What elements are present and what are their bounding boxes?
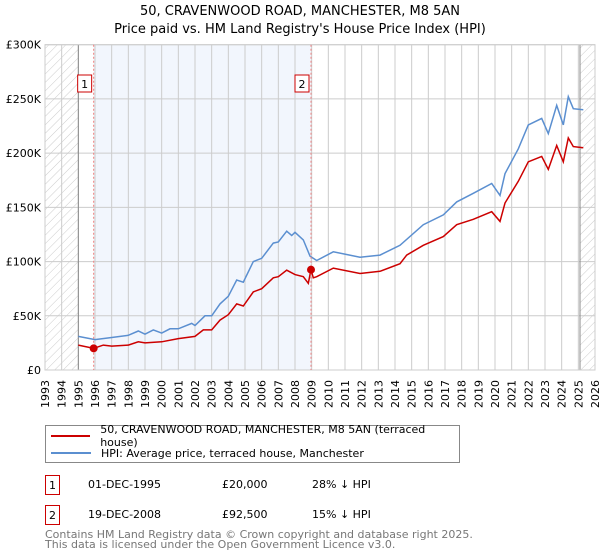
legend-item-hpi: HPI: Average price, terraced house, Manc…: [51, 445, 364, 461]
sale-row: 1 01-DEC-1995 £20,000 28% ↓ HPI: [45, 475, 545, 495]
x-tick-label: 2021: [506, 380, 519, 408]
x-tick-label: 1993: [39, 380, 52, 408]
footer-line-1: Contains HM Land Registry data © Crown c…: [45, 528, 473, 541]
sale-date: 01-DEC-1995: [88, 478, 162, 491]
y-tick-label: £200K: [6, 147, 42, 160]
x-tick-label: 2004: [222, 380, 235, 408]
footer-line-2: This data is licensed under the Open Gov…: [45, 538, 396, 551]
title-line-2: Price paid vs. HM Land Registry's House …: [114, 22, 486, 37]
sale-marker-badge: [77, 74, 93, 93]
x-tick-label: 2010: [322, 380, 335, 408]
x-tick-label: 2024: [556, 380, 569, 408]
x-tick-label: 2022: [522, 380, 535, 408]
hpi-line: [78, 94, 584, 341]
x-tick-label: 1995: [72, 380, 85, 408]
x-tick-label: 2018: [456, 380, 469, 408]
sale-row: 2 19-DEC-2008 £92,500 15% ↓ HPI: [45, 505, 545, 525]
chart-title: 50, CRAVENWOOD ROAD, MANCHESTER, M8 5AN …: [0, 3, 600, 39]
x-tick-label: 2000: [156, 380, 169, 408]
y-tick-label: £100K: [6, 256, 42, 269]
legend-label: HPI: Average price, terraced house, Manc…: [101, 446, 364, 460]
x-tick-label: 2026: [589, 380, 600, 408]
title-line-1: 50, CRAVENWOOD ROAD, MANCHESTER, M8 5AN: [139, 4, 461, 19]
legend-item-property: 50, CRAVENWOOD ROAD, MANCHESTER, M8 5AN …: [51, 423, 459, 449]
sale-hpi-diff: 28% ↓ HPI: [312, 478, 371, 491]
x-tick-label: 2017: [439, 380, 452, 408]
sale-price: £92,500: [222, 508, 268, 521]
x-tick-label: 1996: [89, 380, 102, 408]
sale-marker-badge: [294, 74, 310, 93]
footer-attribution: Contains HM Land Registry data © Crown c…: [45, 528, 473, 551]
sale-point: [89, 344, 98, 353]
x-tick-label: 2005: [239, 380, 252, 408]
x-tick-label: 2011: [339, 380, 352, 408]
x-tick-label: 2003: [206, 380, 219, 408]
legend: 50, CRAVENWOOD ROAD, MANCHESTER, M8 5AN …: [45, 423, 460, 463]
y-tick-label: £50K: [13, 310, 42, 323]
sale-point: [307, 265, 315, 274]
y-tick-label: £250K: [6, 93, 42, 106]
x-tick-label: 2012: [356, 380, 369, 408]
x-tick-label: 2007: [272, 380, 285, 408]
x-tick-label: 2002: [189, 380, 202, 408]
sale-price: £20,000: [222, 478, 268, 491]
x-tick-label: 1999: [139, 380, 152, 408]
x-tick-label: 2001: [172, 380, 185, 408]
sale-date: 19-DEC-2008: [88, 508, 162, 521]
sale-hpi-diff: 15% ↓ HPI: [312, 508, 371, 521]
price-chart: 1 2 1993 1994 1995 1996 1997 1998 1999 2000 2001 20…: [6, 39, 600, 408]
x-tick-label: 2008: [289, 380, 302, 408]
red-line-swatch: [51, 435, 91, 437]
legend-label: 50, CRAVENWOOD ROAD, MANCHESTER, M8 5AN …: [100, 423, 426, 449]
sale-badge: 1: [45, 475, 60, 495]
x-tick-label: 2025: [572, 380, 585, 408]
property-price-line: [78, 135, 584, 350]
x-tick-label: 2009: [306, 380, 319, 408]
blue-line-swatch: [51, 452, 91, 454]
y-tick-label: £300K: [6, 39, 42, 52]
x-tick-label: 2014: [389, 380, 402, 408]
x-tick-label: 2023: [539, 380, 552, 408]
y-tick-label: £0: [27, 364, 41, 377]
x-tick-label: 2020: [489, 380, 502, 408]
sale-badge: 2: [45, 505, 60, 525]
x-tick-label: 2015: [406, 380, 419, 408]
x-tick-label: 2019: [472, 380, 485, 408]
sale-marker-label: 2: [299, 78, 306, 91]
sale-marker-label: 1: [81, 78, 88, 91]
x-tick-label: 1997: [106, 380, 119, 408]
x-tick-label: 2006: [256, 380, 269, 408]
x-tick-label: 1998: [122, 380, 135, 408]
y-tick-label: £150K: [6, 201, 42, 214]
plot-frame: [44, 44, 596, 371]
x-tick-label: 2013: [372, 380, 385, 408]
x-tick-label: 1994: [56, 380, 69, 408]
x-tick-label: 2016: [422, 380, 435, 408]
